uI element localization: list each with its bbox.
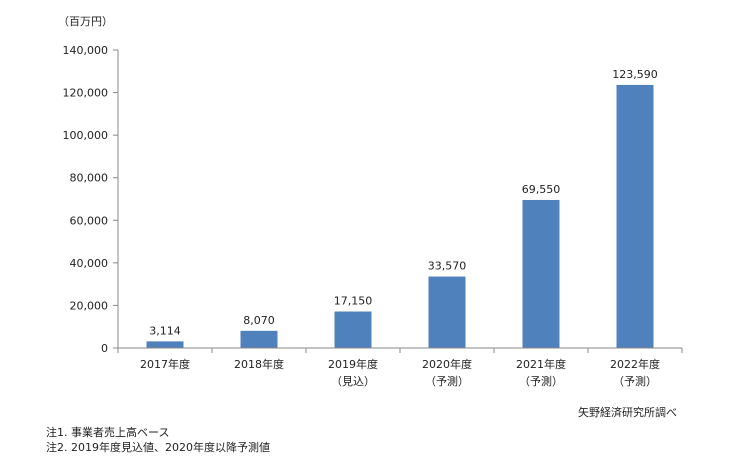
- y-tick-label: 80,000: [70, 172, 109, 185]
- y-axis: 0 20,000 40,000 60,000 80,000 100,000 120,000 1…: [63, 44, 119, 355]
- y-tick-label: 60,000: [70, 214, 109, 227]
- x-category-label: 2019年度: [328, 357, 378, 371]
- y-tick-label: 0: [101, 342, 108, 355]
- bar-value-label: 17,150: [334, 294, 373, 307]
- y-tick-label: 140,000: [63, 44, 109, 57]
- bar: [522, 199, 560, 348]
- y-axis-unit-label: （百万円）: [58, 15, 113, 28]
- note-2: 注2. 2019年度見込値、2020年度以降予測値: [46, 441, 270, 454]
- note-1: 注1. 事業者売上高ベース: [46, 426, 170, 439]
- y-tick-label: 100,000: [63, 129, 109, 142]
- bar-value-label: 69,550: [522, 183, 561, 196]
- bar-value-label: 123,590: [612, 68, 658, 81]
- x-category-label: 2022年度: [610, 357, 660, 371]
- bar: [428, 276, 466, 348]
- source-credit: 矢野経済研究所調べ: [578, 406, 677, 419]
- x-category-label: 2020年度: [422, 357, 472, 371]
- x-category-label: （見込）: [331, 375, 375, 388]
- bar: [240, 330, 278, 348]
- x-category-label: （予測）: [519, 374, 563, 388]
- bar-value-label: 33,570: [428, 260, 467, 273]
- bar: [334, 311, 372, 348]
- bar: [616, 84, 654, 348]
- y-tick-label: 40,000: [70, 257, 109, 270]
- x-category-label: 2021年度: [516, 357, 566, 371]
- x-category-label: 2017年度: [140, 357, 190, 371]
- y-tick-label: 120,000: [63, 87, 109, 100]
- bar-value-label: 8,070: [243, 314, 275, 327]
- x-category-label: （予測）: [425, 374, 469, 388]
- bar: [146, 341, 184, 348]
- x-axis: 2017年度 2018年度 2019年度 （見込） 2020年度 （予測） 2021年度 （予…: [117, 347, 683, 388]
- y-tick-label: 20,000: [70, 299, 109, 312]
- x-category-label: （予測）: [613, 374, 657, 388]
- bar-value-label: 3,114: [149, 324, 181, 337]
- bars-group: 3,114 8,070 17,150 33,570 69,550 123,590: [146, 68, 658, 348]
- x-category-label: 2018年度: [234, 357, 284, 371]
